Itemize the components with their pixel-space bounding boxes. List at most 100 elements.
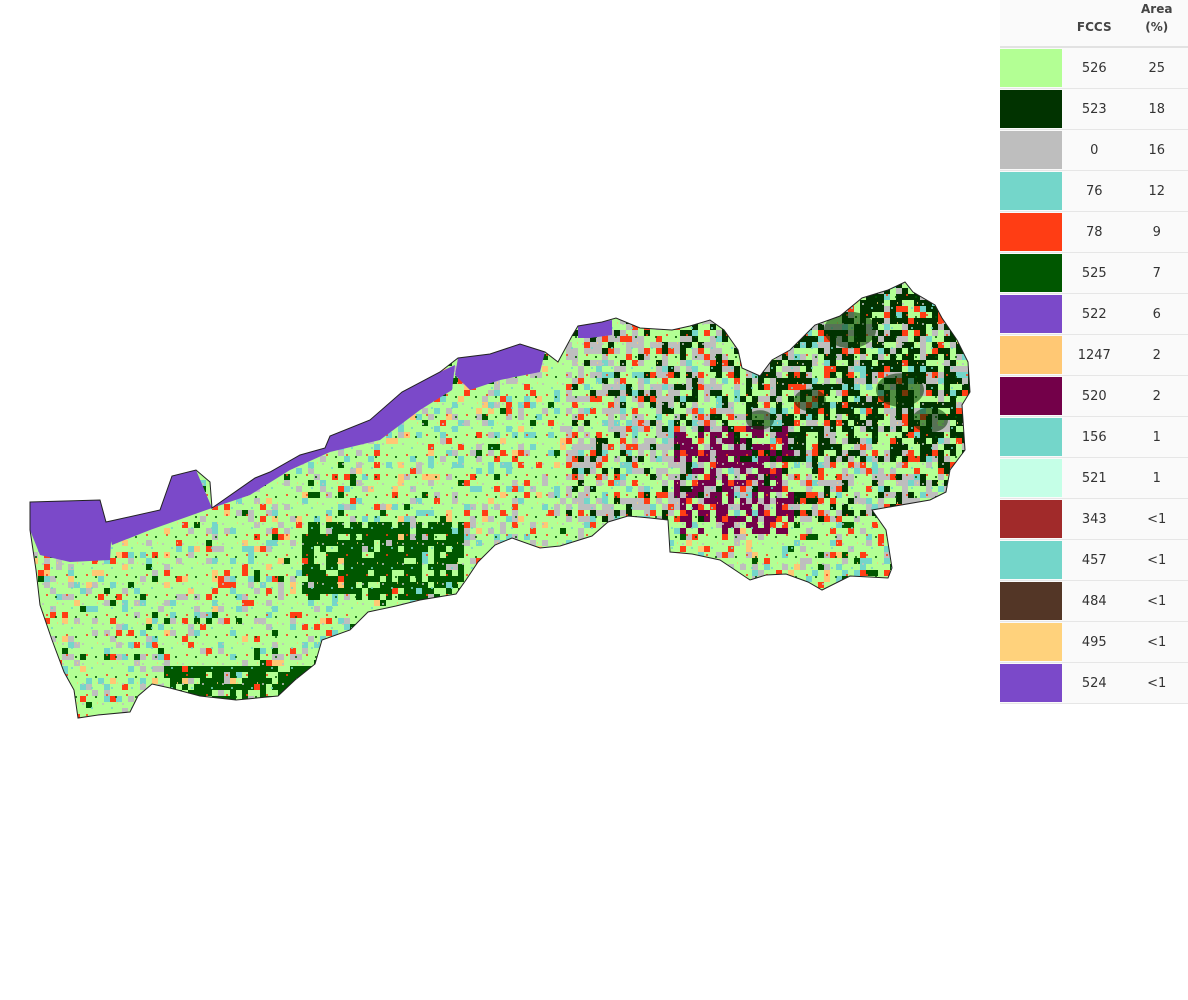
legend-row: 0 16 (1000, 129, 1188, 171)
legend-row: 526 25 (1000, 47, 1188, 89)
legend-area-percent: <1 (1125, 580, 1188, 622)
legend-header-area: Area (%) (1125, 0, 1188, 48)
legend-color-swatch (1000, 500, 1062, 538)
legend-fccs-code: 76 (1063, 170, 1126, 212)
legend-color-swatch (1000, 90, 1062, 128)
legend-row: 1247 2 (1000, 334, 1188, 376)
legend-swatch-cell (1000, 334, 1063, 376)
legend-row: 495 <1 (1000, 621, 1188, 663)
fuel-zone-522 (212, 365, 455, 508)
legend-area-percent: 1 (1125, 416, 1188, 458)
legend-fccs-code: 522 (1063, 293, 1126, 335)
legend-fccs-code: 495 (1063, 621, 1126, 663)
legend-area-percent: 7 (1125, 252, 1188, 294)
legend-fccs-code: 524 (1063, 662, 1126, 704)
legend-row: 522 6 (1000, 293, 1188, 335)
legend-area-percent: <1 (1125, 621, 1188, 663)
legend-row: 525 7 (1000, 252, 1188, 294)
legend-color-swatch (1000, 295, 1062, 333)
legend-fccs-code: 526 (1063, 47, 1126, 89)
legend-area-percent: 6 (1125, 293, 1188, 335)
legend-header-area-line2: (%) (1145, 20, 1169, 34)
legend-swatch-cell (1000, 416, 1063, 458)
legend-color-swatch (1000, 623, 1062, 661)
legend-row: 76 12 (1000, 170, 1188, 212)
legend-fccs-code: 0 (1063, 129, 1126, 171)
legend-row: 484 <1 (1000, 580, 1188, 622)
legend-swatch-cell (1000, 498, 1063, 540)
legend-color-swatch (1000, 336, 1062, 374)
legend-header-fccs: FCCS (1063, 0, 1126, 48)
legend-color-swatch (1000, 254, 1062, 292)
legend-row: 156 1 (1000, 416, 1188, 458)
legend-swatch-cell (1000, 129, 1063, 171)
legend-table: FCCS Area (%) 526 25 523 18 0 16 76 12 78 9 525 7 52… (1000, 0, 1188, 704)
legend-swatch-cell (1000, 47, 1063, 89)
legend-fccs-code: 521 (1063, 457, 1126, 499)
legend-color-swatch (1000, 459, 1062, 497)
legend-panel: FCCS Area (%) 526 25 523 18 0 16 76 12 78 9 525 7 52… (1000, 0, 1188, 704)
legend-swatch-cell (1000, 539, 1063, 581)
legend-swatch-cell (1000, 170, 1063, 212)
legend-area-percent: <1 (1125, 539, 1188, 581)
legend-area-percent: 25 (1125, 47, 1188, 89)
legend-area-percent: 12 (1125, 170, 1188, 212)
fuel-zone-522 (578, 320, 612, 338)
legend-swatch-cell (1000, 621, 1063, 663)
legend-area-percent: 16 (1125, 129, 1188, 171)
legend-swatch-cell (1000, 375, 1063, 417)
legend-color-swatch (1000, 131, 1062, 169)
legend-row: 524 <1 (1000, 662, 1188, 704)
legend-color-swatch (1000, 377, 1062, 415)
legend-swatch-cell (1000, 211, 1063, 253)
legend-fccs-code: 156 (1063, 416, 1126, 458)
legend-area-percent: 9 (1125, 211, 1188, 253)
legend-fccs-code: 1247 (1063, 334, 1126, 376)
legend-swatch-cell (1000, 88, 1063, 130)
legend-fccs-code: 523 (1063, 88, 1126, 130)
fuel-cluster-523 (746, 410, 774, 430)
legend-row: 520 2 (1000, 375, 1188, 417)
legend-color-swatch (1000, 49, 1062, 87)
fuel-zone-522 (106, 470, 212, 545)
legend-area-percent: <1 (1125, 498, 1188, 540)
fuel-map-raster (30, 282, 970, 718)
legend-header-row: FCCS Area (%) (1000, 0, 1188, 48)
legend-row: 523 18 (1000, 88, 1188, 130)
fuel-zone-522 (455, 344, 545, 390)
legend-area-percent: 2 (1125, 334, 1188, 376)
legend-fccs-code: 484 (1063, 580, 1126, 622)
fuel-cluster-523 (794, 388, 826, 412)
legend-color-swatch (1000, 664, 1062, 702)
legend-area-percent: 1 (1125, 457, 1188, 499)
legend-area-percent: 18 (1125, 88, 1188, 130)
legend-color-swatch (1000, 172, 1062, 210)
fuel-zone-522 (30, 500, 112, 562)
fuel-cell-layer (30, 282, 970, 718)
legend-body: 526 25 523 18 0 16 76 12 78 9 525 7 522 6 1247 2 520 2 156… (1000, 47, 1188, 704)
legend-swatch-cell (1000, 580, 1063, 622)
legend-fccs-code: 457 (1063, 539, 1126, 581)
legend-color-swatch (1000, 418, 1062, 456)
legend-header-area-line1: Area (1141, 2, 1173, 16)
fuel-cluster-523 (876, 373, 924, 407)
legend-row: 343 <1 (1000, 498, 1188, 540)
legend-swatch-cell (1000, 252, 1063, 294)
region-outline (29, 281, 971, 719)
fuel-map-svg (29, 281, 971, 719)
legend-fccs-code: 78 (1063, 211, 1126, 253)
legend-row: 457 <1 (1000, 539, 1188, 581)
legend-area-percent: 2 (1125, 375, 1188, 417)
fuel-cluster-523 (824, 311, 876, 349)
legend-color-swatch (1000, 213, 1062, 251)
legend-header-swatch (1000, 0, 1063, 48)
legend-swatch-cell (1000, 293, 1063, 335)
legend-row: 521 1 (1000, 457, 1188, 499)
legend-row: 78 9 (1000, 211, 1188, 253)
fuel-map[interactable] (0, 0, 990, 1000)
legend-color-swatch (1000, 582, 1062, 620)
legend-swatch-cell (1000, 457, 1063, 499)
fuel-cluster-523 (912, 407, 948, 433)
legend-fccs-code: 343 (1063, 498, 1126, 540)
legend-fccs-code: 520 (1063, 375, 1126, 417)
